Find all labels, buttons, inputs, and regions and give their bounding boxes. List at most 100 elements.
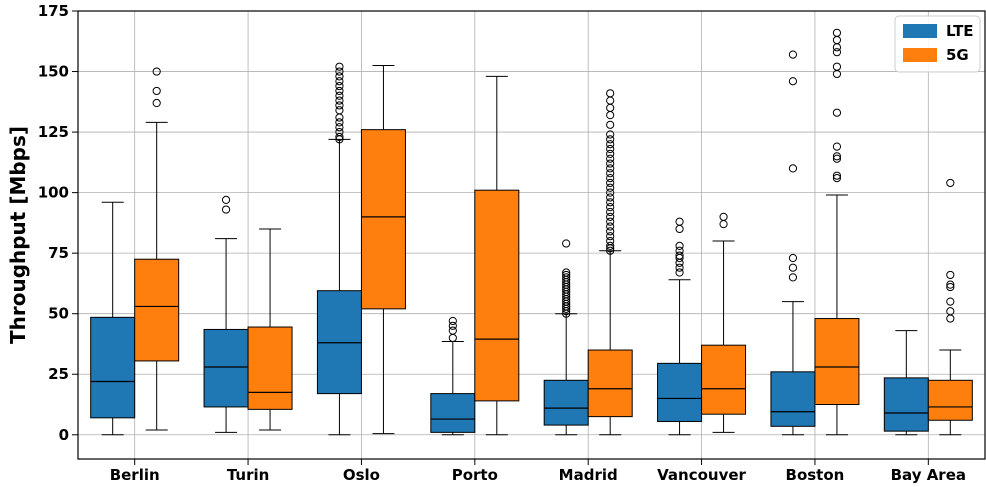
box-lte-boston bbox=[770, 50, 816, 436]
x-tick-label: Vancouver bbox=[657, 466, 746, 484]
outlier-point bbox=[606, 222, 615, 231]
outlier-point bbox=[946, 282, 955, 292]
outlier-point bbox=[606, 212, 615, 221]
outlier-point bbox=[832, 171, 842, 180]
outlier-point bbox=[675, 224, 684, 234]
outlier-point bbox=[606, 241, 615, 250]
outlier-point bbox=[719, 212, 728, 221]
outlier-point bbox=[335, 118, 344, 127]
axes: 0 25 50 75 100 125 150 175 Berlin Turin Oslo Porto M… bbox=[38, 2, 966, 484]
box-plot-marks bbox=[90, 28, 973, 436]
outlier-point bbox=[675, 268, 684, 277]
outlier-point bbox=[606, 103, 615, 112]
box-lte-vancouver bbox=[657, 217, 703, 436]
box-5g-vancouver bbox=[701, 212, 747, 433]
outlier-point bbox=[562, 270, 571, 280]
outlier-point bbox=[675, 241, 684, 250]
outlier-point bbox=[335, 77, 344, 86]
outlier-point bbox=[606, 130, 615, 139]
outlier-point bbox=[832, 108, 842, 117]
x-tick-label: Bay Area bbox=[891, 466, 966, 484]
outlier-point bbox=[606, 246, 615, 255]
outlier-point bbox=[606, 159, 615, 168]
legend-label-lte: LTE bbox=[946, 22, 974, 40]
box-lte-oslo bbox=[316, 62, 362, 436]
x-tick-label: Madrid bbox=[559, 466, 618, 484]
outlier-point bbox=[832, 173, 842, 183]
legend-label-5g: 5G bbox=[946, 46, 969, 64]
box-iqr bbox=[587, 349, 633, 418]
legend-swatch-5g bbox=[903, 48, 937, 62]
outlier-point bbox=[448, 321, 457, 330]
outlier-point bbox=[562, 239, 571, 248]
outlier-point bbox=[832, 28, 842, 37]
box-iqr bbox=[701, 344, 747, 415]
outlier-point bbox=[606, 193, 615, 202]
outlier-point bbox=[335, 127, 344, 137]
outlier-point bbox=[788, 263, 798, 272]
outlier-point bbox=[832, 35, 842, 45]
y-axis-title: Throughput [Mbps] bbox=[6, 126, 30, 344]
outlier-point bbox=[606, 236, 615, 246]
outlier-point bbox=[221, 205, 231, 214]
outlier-point bbox=[946, 314, 955, 323]
outlier-point bbox=[606, 227, 615, 236]
y-tick-label: 25 bbox=[48, 365, 69, 383]
outlier-point bbox=[832, 48, 842, 57]
box-iqr bbox=[883, 377, 929, 432]
outlier-point bbox=[946, 270, 955, 280]
outlier-point bbox=[832, 43, 842, 52]
box-iqr bbox=[90, 316, 136, 419]
outlier-point bbox=[606, 164, 615, 173]
outlier-point bbox=[606, 96, 615, 105]
box-iqr bbox=[770, 371, 816, 427]
box-5g-porto bbox=[474, 75, 520, 436]
outlier-point bbox=[606, 217, 615, 226]
x-tick-label: Berlin bbox=[110, 466, 160, 484]
box-iqr bbox=[360, 129, 406, 310]
outlier-point bbox=[832, 154, 842, 163]
outlier-point bbox=[675, 246, 684, 255]
outlier-point bbox=[719, 220, 728, 229]
y-tick-label: 100 bbox=[38, 184, 69, 202]
box-iqr bbox=[430, 393, 476, 433]
outlier-point bbox=[335, 91, 344, 100]
outlier-point bbox=[788, 77, 798, 86]
outlier-point bbox=[335, 96, 344, 105]
x-tick-label: Porto bbox=[452, 466, 498, 484]
y-tick-label: 50 bbox=[48, 305, 69, 323]
outlier-point bbox=[606, 154, 615, 163]
box-iqr bbox=[316, 290, 362, 395]
outlier-point bbox=[221, 195, 231, 204]
outlier-point bbox=[788, 253, 798, 263]
x-tick-label: Boston bbox=[786, 466, 845, 484]
outlier-point bbox=[335, 132, 344, 142]
outlier-point bbox=[606, 203, 615, 212]
outlier-point bbox=[606, 198, 615, 207]
outlier-point bbox=[152, 98, 161, 108]
box-5g-boston bbox=[814, 28, 860, 436]
outlier-point bbox=[606, 188, 615, 197]
outlier-point bbox=[448, 316, 457, 326]
outlier-point bbox=[335, 62, 344, 71]
outlier-point bbox=[675, 263, 684, 272]
box-5g-madrid bbox=[587, 89, 633, 436]
box-iqr bbox=[474, 189, 520, 402]
outlier-point bbox=[946, 307, 955, 316]
outlier-point bbox=[606, 207, 615, 217]
outlier-point bbox=[335, 123, 344, 132]
legend-swatch-lte bbox=[903, 24, 937, 38]
box-5g-bay-area bbox=[927, 178, 973, 436]
outlier-point bbox=[448, 326, 457, 335]
box-lte-berlin bbox=[90, 201, 136, 436]
outlier-point bbox=[606, 232, 615, 241]
outlier-point bbox=[335, 67, 344, 76]
box-iqr bbox=[543, 379, 589, 426]
outlier-point bbox=[152, 67, 161, 76]
outlier-point bbox=[448, 333, 457, 343]
outlier-point bbox=[562, 273, 571, 282]
outlier-point bbox=[832, 62, 842, 71]
outlier-point bbox=[606, 149, 615, 158]
box-lte-turin bbox=[203, 195, 249, 433]
